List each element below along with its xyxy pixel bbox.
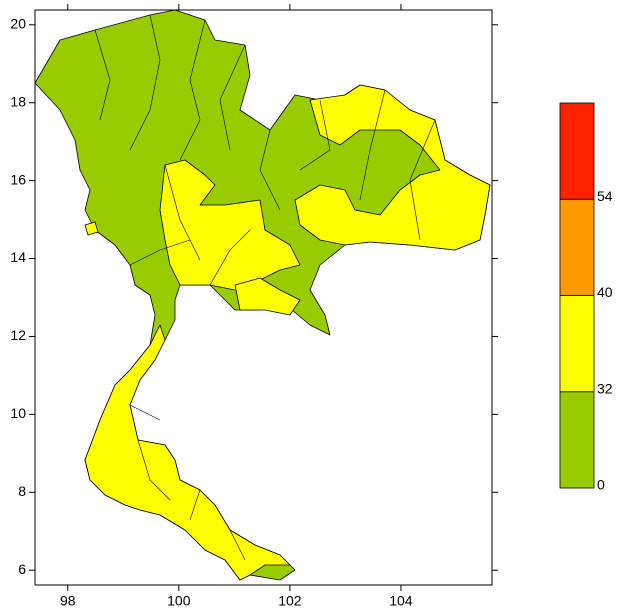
east-coast-region <box>234 277 301 316</box>
y-tick-label: 10 <box>10 405 26 421</box>
axes: 98 100 102 104 6 8 10 12 14 16 18 20 <box>10 4 498 609</box>
plot-frame <box>34 9 493 586</box>
south-region <box>84 324 291 581</box>
y-tick-label: 8 <box>18 483 26 499</box>
y-tick-label: 18 <box>10 93 26 109</box>
colorbar-band <box>559 295 595 393</box>
province-border <box>94 14 436 561</box>
colorbar-label: 40 <box>597 284 613 300</box>
colorbar-band <box>559 198 595 296</box>
central-region <box>159 159 301 291</box>
x-tick-label: 98 <box>60 593 76 609</box>
colorbar-band <box>559 391 595 489</box>
colorbar-label: 0 <box>597 477 605 493</box>
colorbar-label: 54 <box>597 188 613 204</box>
y-tick-label: 20 <box>10 16 26 32</box>
colorbar-band <box>559 102 595 200</box>
y-tick-label: 16 <box>10 171 26 187</box>
y-tick-label: 14 <box>10 249 26 265</box>
colorbar-label: 32 <box>597 380 613 396</box>
x-tick-label: 102 <box>278 593 302 609</box>
y-tick-label: 12 <box>10 327 26 343</box>
y-tick-label: 6 <box>18 561 26 577</box>
west-patch <box>84 221 99 236</box>
x-tick-label: 100 <box>167 593 191 609</box>
x-tick-label: 104 <box>389 593 413 609</box>
colorbar: 0 32 40 54 <box>559 102 613 493</box>
map-area <box>34 9 491 581</box>
